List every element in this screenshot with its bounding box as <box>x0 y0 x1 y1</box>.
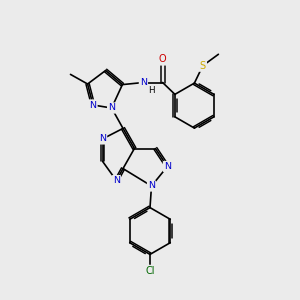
Text: H: H <box>148 86 155 95</box>
Text: Cl: Cl <box>145 266 155 276</box>
Text: O: O <box>159 54 167 64</box>
Text: N: N <box>140 78 147 87</box>
Text: S: S <box>200 61 206 71</box>
Text: N: N <box>89 100 97 109</box>
Text: N: N <box>113 176 120 185</box>
Text: N: N <box>108 103 115 112</box>
Text: N: N <box>164 162 171 171</box>
Text: N: N <box>148 182 155 190</box>
Text: N: N <box>99 134 106 143</box>
